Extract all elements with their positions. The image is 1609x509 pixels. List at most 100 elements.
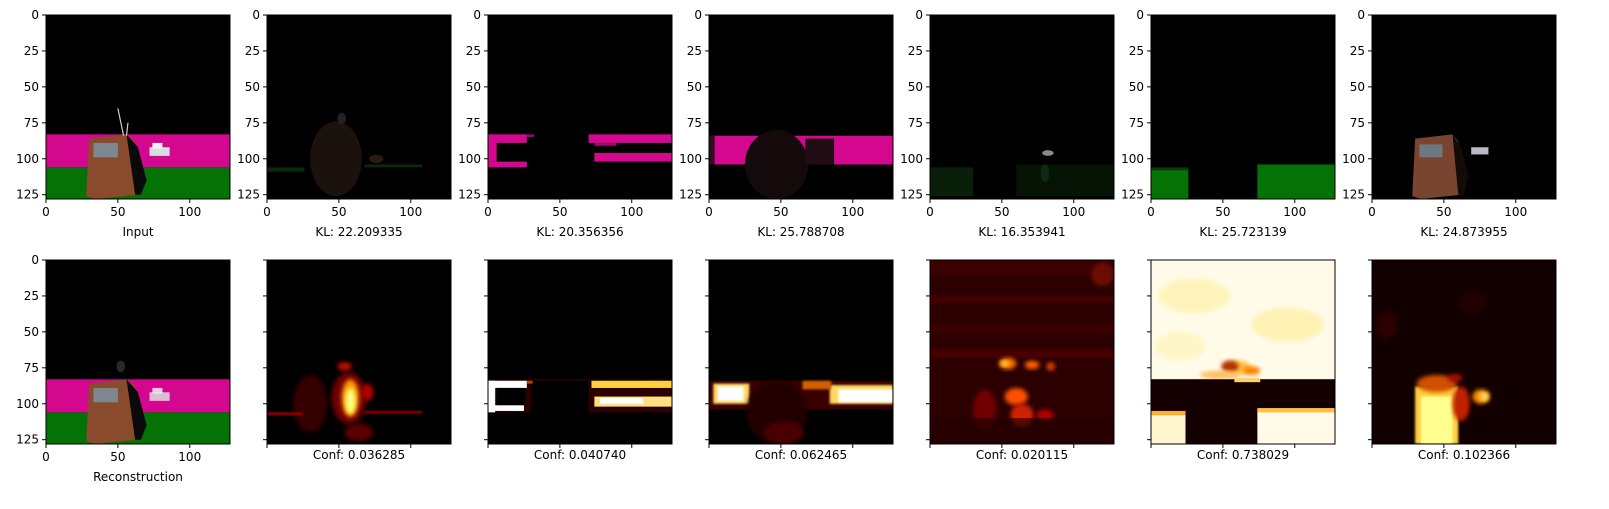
panel-reconstruction: 0 50 100 0 25 50 75 100 125 Reconstruction [16, 253, 231, 484]
panel-image [1372, 260, 1556, 444]
y-tick-label: 125 [1121, 188, 1144, 202]
y-tick-label: 0 [1136, 8, 1144, 22]
kl-label: KL: 16.353941 [978, 225, 1065, 239]
axes-frame [45, 259, 231, 445]
x-tick-label: 100 [1283, 205, 1306, 219]
antenna [117, 108, 125, 136]
x-tick-label: 50 [994, 205, 1009, 219]
heat-region [838, 389, 893, 403]
y-tick-label: 0 [473, 8, 481, 22]
y-tick-label: 50 [466, 80, 481, 94]
panel-input: 0 50 100 0 25 50 75 100 125 Input [16, 8, 231, 239]
panel-confidence-2: Conf: 0.040740 [484, 259, 673, 462]
heat-region [930, 349, 1114, 358]
y-tick-label: 125 [458, 188, 481, 202]
heatmap-layer [709, 380, 893, 444]
heat-region [345, 387, 356, 414]
panel-image [709, 15, 893, 199]
axes-frame [1371, 14, 1557, 200]
y-tick-label: 75 [1350, 116, 1365, 130]
slot-silhouette-vehicle [369, 154, 384, 164]
y-tick-label: 100 [679, 152, 702, 166]
y-tick-label: 125 [237, 188, 260, 202]
y-tick-label: 25 [1350, 44, 1365, 58]
slot-magenta [526, 134, 534, 138]
slot-vehicle [1042, 150, 1054, 156]
slot-edge [709, 135, 715, 165]
x-tick-label: 50 [331, 205, 346, 219]
slot-silhouette-top [337, 112, 347, 125]
heat-region [1199, 370, 1241, 380]
slot-silhouette [310, 121, 362, 197]
panel-image [267, 15, 451, 199]
x-tick-label: 50 [110, 450, 125, 464]
heat-region [1221, 360, 1239, 373]
slot-magenta [488, 161, 527, 168]
slot-object-side [1452, 134, 1469, 195]
panel-image [930, 260, 1114, 444]
x-tick-label: 100 [178, 205, 201, 219]
object-window [93, 387, 118, 403]
slot-green-faint [1016, 164, 1114, 197]
y-tick-label: 0 [31, 8, 39, 22]
heat-region [717, 386, 744, 401]
heat-region [1234, 377, 1261, 383]
x-tick-label: 100 [841, 205, 864, 219]
panel-confidence-1: Conf: 0.036285 [263, 259, 452, 462]
x-tick-label: 0 [42, 205, 50, 219]
y-tick-label: 50 [24, 325, 39, 339]
heat-region [292, 375, 328, 433]
x-tick-label: 50 [1436, 205, 1451, 219]
y-tick-label: 100 [900, 152, 923, 166]
y-tick-label: 75 [908, 116, 923, 130]
y-tick-label: 50 [1350, 80, 1365, 94]
heat-region [1000, 360, 1010, 367]
y-tick-label: 25 [908, 44, 923, 58]
panel-image [488, 15, 672, 199]
conf-label: Conf: 0.040740 [534, 448, 626, 462]
y-tick-label: 125 [16, 188, 39, 202]
x-tick-label: 0 [926, 205, 934, 219]
x-tick-label: 100 [178, 450, 201, 464]
heat-region [763, 421, 804, 444]
heat-region [930, 324, 1114, 334]
kl-label: KL: 22.209335 [315, 225, 402, 239]
kl-label: KL: 24.873955 [1420, 225, 1507, 239]
y-tick-label: 0 [694, 8, 702, 22]
panel-image [46, 260, 230, 444]
y-tick-label: 100 [1121, 152, 1144, 166]
y-tick-label: 0 [31, 253, 39, 267]
heat-region [930, 418, 1114, 444]
heat-background [488, 260, 672, 444]
x-tick-label: 50 [552, 205, 567, 219]
axes-frame [708, 259, 894, 445]
heat-region [488, 380, 496, 413]
slot-green-faint [930, 167, 974, 197]
conf-label: Conf: 0.020115 [976, 448, 1068, 462]
y-tick-label: 125 [1342, 188, 1365, 202]
slot-magenta [588, 134, 672, 143]
y-tick-label: 50 [908, 80, 923, 94]
y-tick-label: 125 [900, 188, 923, 202]
slot-green-edge [364, 164, 423, 168]
panel-confidence-5: Conf: 0.738029 [1147, 259, 1336, 462]
input-label: Input [122, 225, 153, 239]
panel-image [1151, 260, 1335, 444]
heat-region [1257, 408, 1335, 413]
object-side [126, 379, 147, 440]
axes-frame [929, 259, 1115, 445]
y-tick-label: 100 [458, 152, 481, 166]
y-tick-label: 100 [1342, 152, 1365, 166]
conf-label: Conf: 0.062465 [755, 448, 847, 462]
heat-region [361, 383, 374, 401]
heat-region [1374, 310, 1398, 340]
y-tick-label: 75 [1129, 116, 1144, 130]
heat-region [1257, 409, 1335, 444]
heatmap-layer [267, 362, 423, 442]
panel-confidence-6: Conf: 0.102366 [1368, 259, 1557, 462]
reconstruction-label: Reconstruction [93, 470, 183, 484]
vehicle-top [152, 387, 163, 394]
heat-region [1024, 360, 1040, 370]
axes-frame [266, 14, 452, 200]
conf-label: Conf: 0.738029 [1197, 448, 1289, 462]
